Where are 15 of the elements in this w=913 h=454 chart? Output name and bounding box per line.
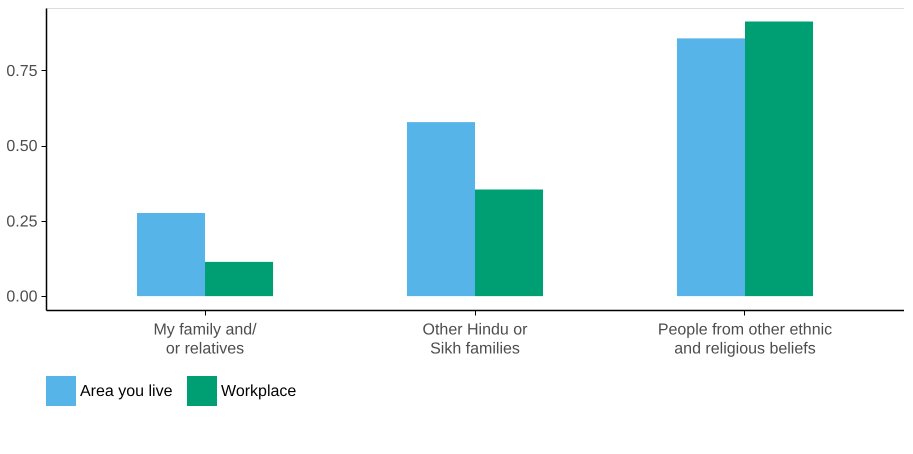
bar (744, 22, 814, 296)
bar (676, 38, 745, 296)
y-tick-label: 0.25 (6, 213, 38, 230)
bar (205, 262, 274, 296)
y-tick-label: 0.00 (6, 288, 38, 306)
y-tick-label: 0.75 (6, 62, 38, 80)
legend-label: Area you live (80, 383, 173, 400)
legend-label: Workplace (221, 383, 296, 400)
bar (406, 122, 475, 296)
bar (475, 190, 544, 296)
x-tick-label: Other Hindu or Sikh families (422, 322, 528, 358)
y-tick-label: 0.50 (6, 138, 38, 156)
x-tick-label: My family and/ or relatives (153, 322, 258, 358)
bar (136, 213, 206, 296)
x-tick-label: People from other ethnic and religious beliefs (658, 322, 832, 358)
